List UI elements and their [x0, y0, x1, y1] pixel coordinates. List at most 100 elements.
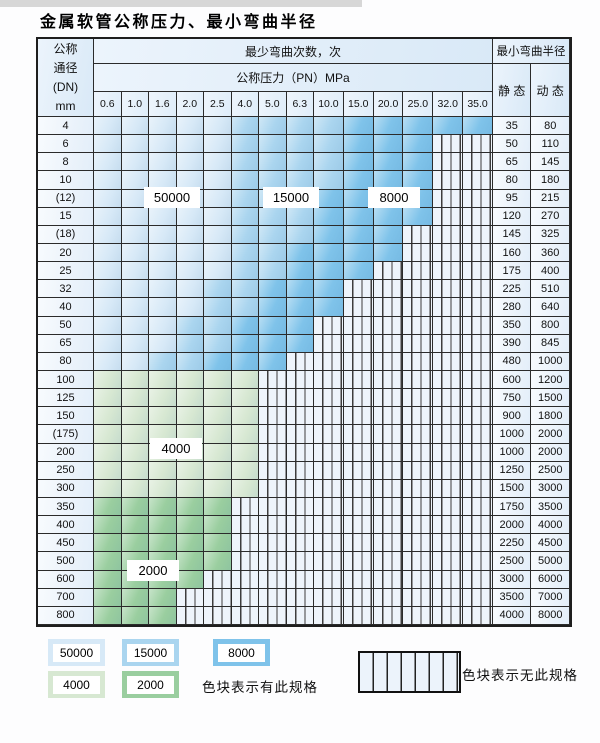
- spec-cell-available: [343, 117, 374, 136]
- spec-cell-available: [259, 280, 287, 299]
- spec-cell-unavailable: [204, 606, 232, 625]
- spec-cell-unavailable: [433, 516, 464, 535]
- spec-cell-available: [94, 334, 122, 353]
- spec-cell-available: [176, 280, 204, 299]
- spec-cell-unavailable: [343, 316, 374, 335]
- spec-cell-unavailable: [433, 207, 464, 226]
- spec-cell-available: [94, 407, 122, 426]
- dn-cell: 250: [38, 461, 94, 480]
- dn-header-line: 公称: [53, 41, 78, 56]
- dn-cell: 800: [38, 606, 94, 625]
- spec-cell-available: [121, 135, 149, 154]
- spec-cell-unavailable: [463, 570, 493, 589]
- spec-cell-available: [259, 171, 287, 190]
- spec-table: 公称 通径 (DN) mm 最少弯曲次数，次 最小弯曲半径 公称压力（PN）MP…: [36, 37, 572, 627]
- spec-cell-available: [121, 334, 149, 353]
- spec-cell-unavailable: [373, 443, 404, 462]
- spec-cell-available: [149, 243, 177, 263]
- spec-cell-available: [204, 352, 232, 371]
- spec-cell-unavailable: [433, 606, 464, 625]
- spec-cell-unavailable: [433, 189, 464, 208]
- static-value-cell: 1750: [492, 497, 532, 517]
- spec-cell-available: [373, 153, 404, 172]
- spec-cell-unavailable: [314, 461, 344, 480]
- dn-cell: 8: [38, 153, 94, 172]
- spec-cell-available: [94, 135, 122, 154]
- static-value-cell: 2250: [492, 534, 532, 553]
- spec-cell-available: [259, 352, 287, 371]
- spec-cell-unavailable: [176, 588, 204, 607]
- spec-cell-available: [149, 298, 177, 317]
- static-value-cell: 3500: [492, 588, 532, 607]
- spec-cell-unavailable: [231, 552, 259, 571]
- spec-cell-available: [121, 280, 149, 299]
- spec-cell-available: [149, 334, 177, 353]
- spec-cell-unavailable: [373, 497, 404, 517]
- spec-cell-unavailable: [463, 352, 493, 371]
- spec-cell-unavailable: [463, 135, 493, 154]
- spec-cell-available: [121, 588, 149, 607]
- spec-cell-unavailable: [403, 516, 434, 535]
- dynamic-value-cell: 7000: [531, 588, 570, 607]
- spec-cell-available: [204, 243, 232, 263]
- spec-cell-available: [121, 516, 149, 535]
- spec-cell-available: [204, 171, 232, 190]
- dn-cell: 50: [38, 316, 94, 335]
- spec-cell-unavailable: [433, 171, 464, 190]
- spec-cell-available: [94, 516, 122, 535]
- spec-cell-unavailable: [373, 570, 404, 589]
- spec-cell-available: [343, 135, 374, 154]
- spec-cell-unavailable: [403, 497, 434, 517]
- spec-cell-available: [231, 370, 259, 390]
- spec-cell-available: [121, 407, 149, 426]
- pressure-header-cell: 10.0: [314, 92, 344, 117]
- static-value-cell: 80: [492, 171, 532, 190]
- spec-cell-available: [231, 225, 259, 244]
- spec-cell-unavailable: [314, 516, 344, 535]
- spec-cell-unavailable: [433, 534, 464, 553]
- dynamic-value-cell: 180: [531, 171, 570, 190]
- static-value-cell: 95: [492, 189, 532, 208]
- spec-cell-available: [259, 298, 287, 317]
- spec-cell-unavailable: [343, 334, 374, 353]
- spec-cell-available: [94, 352, 122, 371]
- dynamic-value-cell: 1000: [531, 352, 570, 371]
- spec-cell-available: [259, 243, 287, 263]
- spec-cell-available: [433, 117, 464, 136]
- spec-cell-unavailable: [343, 461, 374, 480]
- spec-cell-unavailable: [463, 534, 493, 553]
- spec-cell-available: [149, 389, 177, 408]
- spec-cell-available: [343, 153, 374, 172]
- static-value-cell: 1250: [492, 461, 532, 480]
- zone-label-4000: 4000: [150, 438, 202, 459]
- dynamic-value-cell: 1200: [531, 370, 570, 390]
- spec-cell-unavailable: [259, 570, 287, 589]
- spec-cell-unavailable: [403, 280, 434, 299]
- spec-cell-unavailable: [433, 298, 464, 317]
- pressure-header-cell: 1.0: [121, 92, 149, 117]
- pressure-header-cell: 15.0: [343, 92, 374, 117]
- spec-cell-unavailable: [259, 497, 287, 517]
- spec-cell-unavailable: [373, 370, 404, 390]
- pressure-header-cell: 25.0: [403, 92, 434, 117]
- spec-cell-available: [176, 334, 204, 353]
- spec-cell-available: [121, 606, 149, 625]
- dynamic-value-cell: 8000: [531, 606, 570, 625]
- spec-cell-unavailable: [463, 225, 493, 244]
- spec-cell-unavailable: [314, 389, 344, 408]
- spec-cell-unavailable: [314, 370, 344, 390]
- spec-cell-unavailable: [433, 570, 464, 589]
- spec-cell-unavailable: [286, 370, 314, 390]
- spec-cell-unavailable: [343, 552, 374, 571]
- spec-cell-available: [259, 262, 287, 281]
- spec-cell-unavailable: [403, 334, 434, 353]
- spec-cell-available: [403, 153, 434, 172]
- spec-cell-available: [149, 479, 177, 498]
- static-value-cell: 280: [492, 298, 532, 317]
- spec-cell-unavailable: [286, 534, 314, 553]
- dn-cell: 125: [38, 389, 94, 408]
- spec-cell-unavailable: [403, 552, 434, 571]
- spec-cell-unavailable: [343, 606, 374, 625]
- spec-cell-available: [121, 479, 149, 498]
- spec-cell-unavailable: [343, 370, 374, 390]
